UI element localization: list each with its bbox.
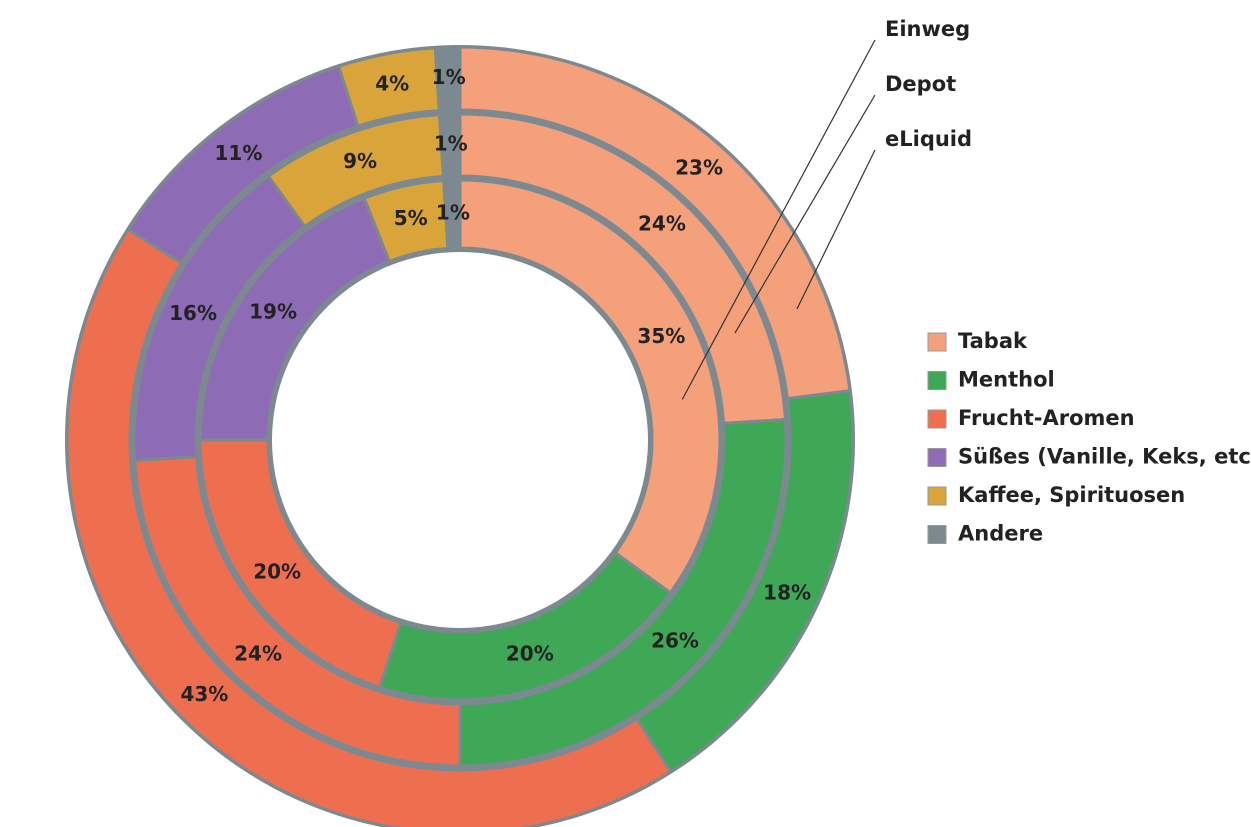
legend-label: Tabak [958, 329, 1028, 353]
value-label: 24% [638, 211, 686, 235]
value-label: 1% [432, 65, 466, 89]
value-label: 9% [343, 149, 377, 173]
segment [65, 227, 673, 827]
hole [272, 252, 648, 628]
segment [442, 178, 462, 250]
value-label: 1% [436, 201, 470, 225]
value-label: 20% [506, 641, 554, 665]
leader-line [796, 149, 876, 310]
value-label: 4% [375, 71, 409, 95]
value-label: 18% [763, 580, 811, 604]
ring-label: eLiquid [885, 127, 972, 151]
segment [437, 112, 462, 179]
value-label: 24% [234, 642, 282, 666]
value-label: 1% [434, 132, 468, 156]
legend-swatch [927, 448, 947, 467]
value-label: 20% [253, 559, 301, 583]
value-label: 26% [651, 628, 699, 652]
value-label: 11% [214, 141, 262, 165]
value-label: 16% [169, 301, 217, 325]
legend-label: Menthol [958, 368, 1055, 392]
value-label: 19% [249, 299, 297, 323]
segment [458, 178, 722, 595]
legend-label: Süßes (Vanille, Keks, etc.) [958, 445, 1251, 469]
legend-swatch [927, 525, 947, 544]
value-label: 35% [637, 324, 685, 348]
legend-label: Frucht-Aromen [958, 406, 1135, 430]
legend-swatch [927, 332, 947, 352]
legend-swatch [927, 371, 947, 390]
value-label: 23% [675, 155, 723, 179]
legend-label: Kaffee, Spirituosen [958, 483, 1185, 507]
legend-swatch [927, 409, 947, 429]
leader-line [681, 39, 876, 400]
legend-swatch [927, 486, 947, 506]
value-label: 5% [394, 206, 428, 230]
ring-label: Einweg [885, 17, 970, 41]
segment [433, 45, 462, 113]
leader-line [734, 94, 876, 334]
value-label: 43% [180, 682, 228, 706]
ring-label: Depot [885, 72, 956, 96]
legend-label: Andere [958, 522, 1043, 546]
